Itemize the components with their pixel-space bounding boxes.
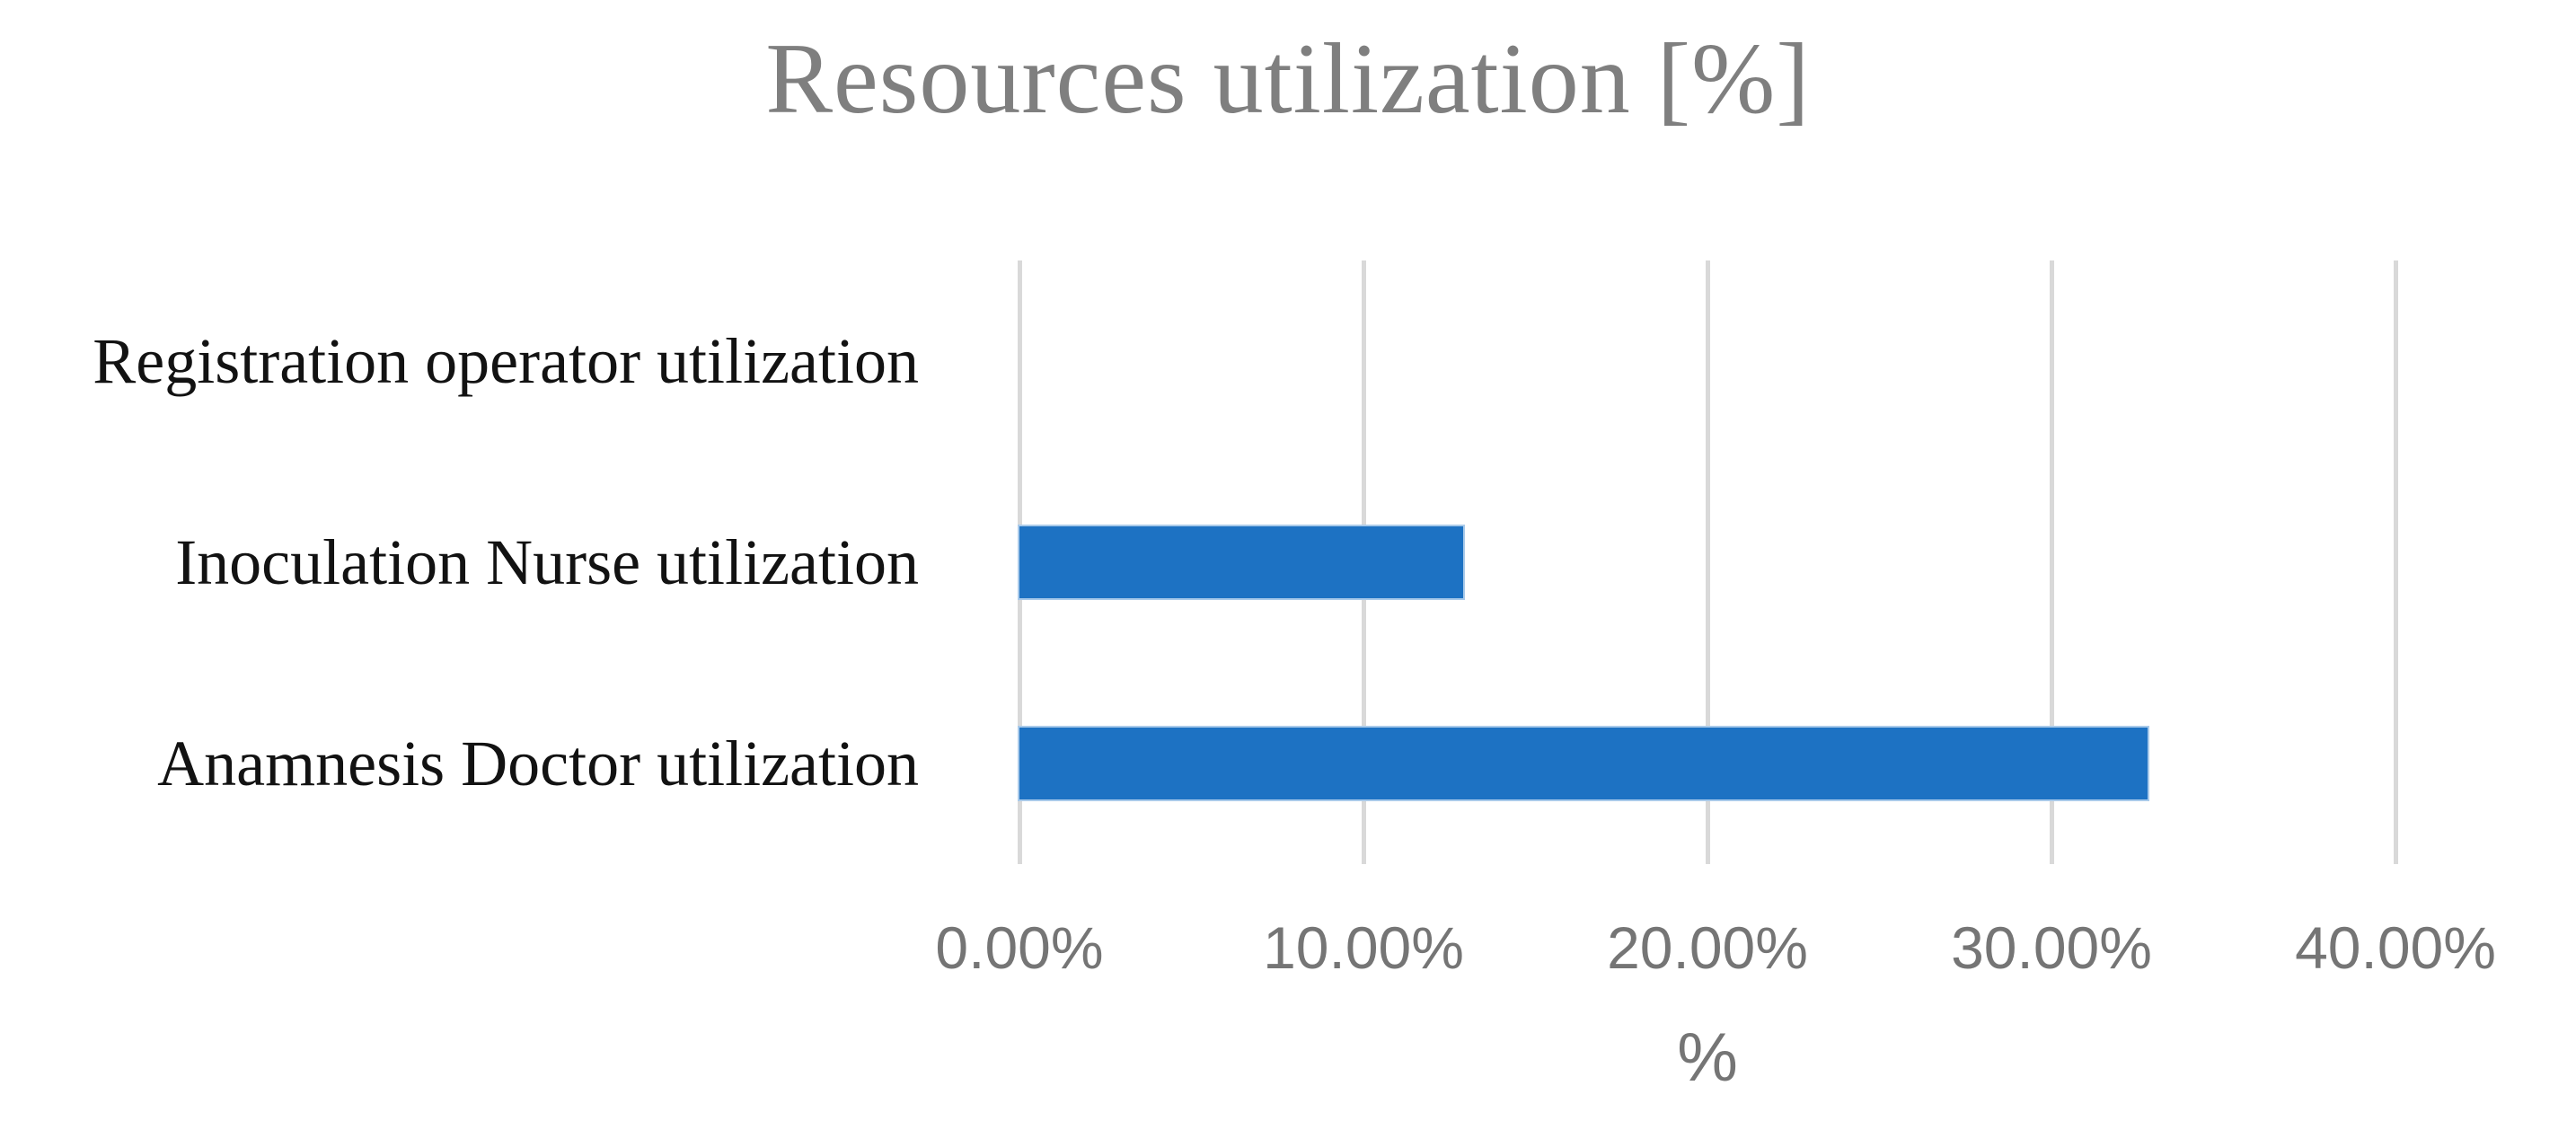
x-axis-ticks: 0.00% 10.00% 20.00% 30.00% 40.00% [935,914,2496,990]
chart-title: Resources utilization [%] [765,23,1811,135]
category-label: Registration operator utilization [93,324,919,397]
gridline [1706,260,1710,864]
category-label: Anamnesis Doctor utilization [157,727,919,799]
category-label: Inoculation Nurse utilization [175,525,919,598]
x-tick-label: 20.00% [1607,914,1808,981]
plot-area [1018,260,2398,864]
x-tick-label: 10.00% [1263,914,1464,981]
gridline [2050,260,2054,864]
category-axis: Registration operator utilization Inocula… [0,260,1019,864]
bar-row [1019,260,2395,462]
bar [1019,526,1464,598]
gridline [2394,260,2398,864]
x-tick-label: 0.00% [935,914,1104,981]
bar-row [1019,663,2395,864]
x-tick-label: 30.00% [1951,914,2152,981]
bar-rows [1019,260,2395,864]
x-axis-title: % [1677,1019,1738,1096]
bar [1019,728,2148,799]
x-tick-label: 40.00% [2295,914,2496,981]
bar-row [1019,462,2395,663]
